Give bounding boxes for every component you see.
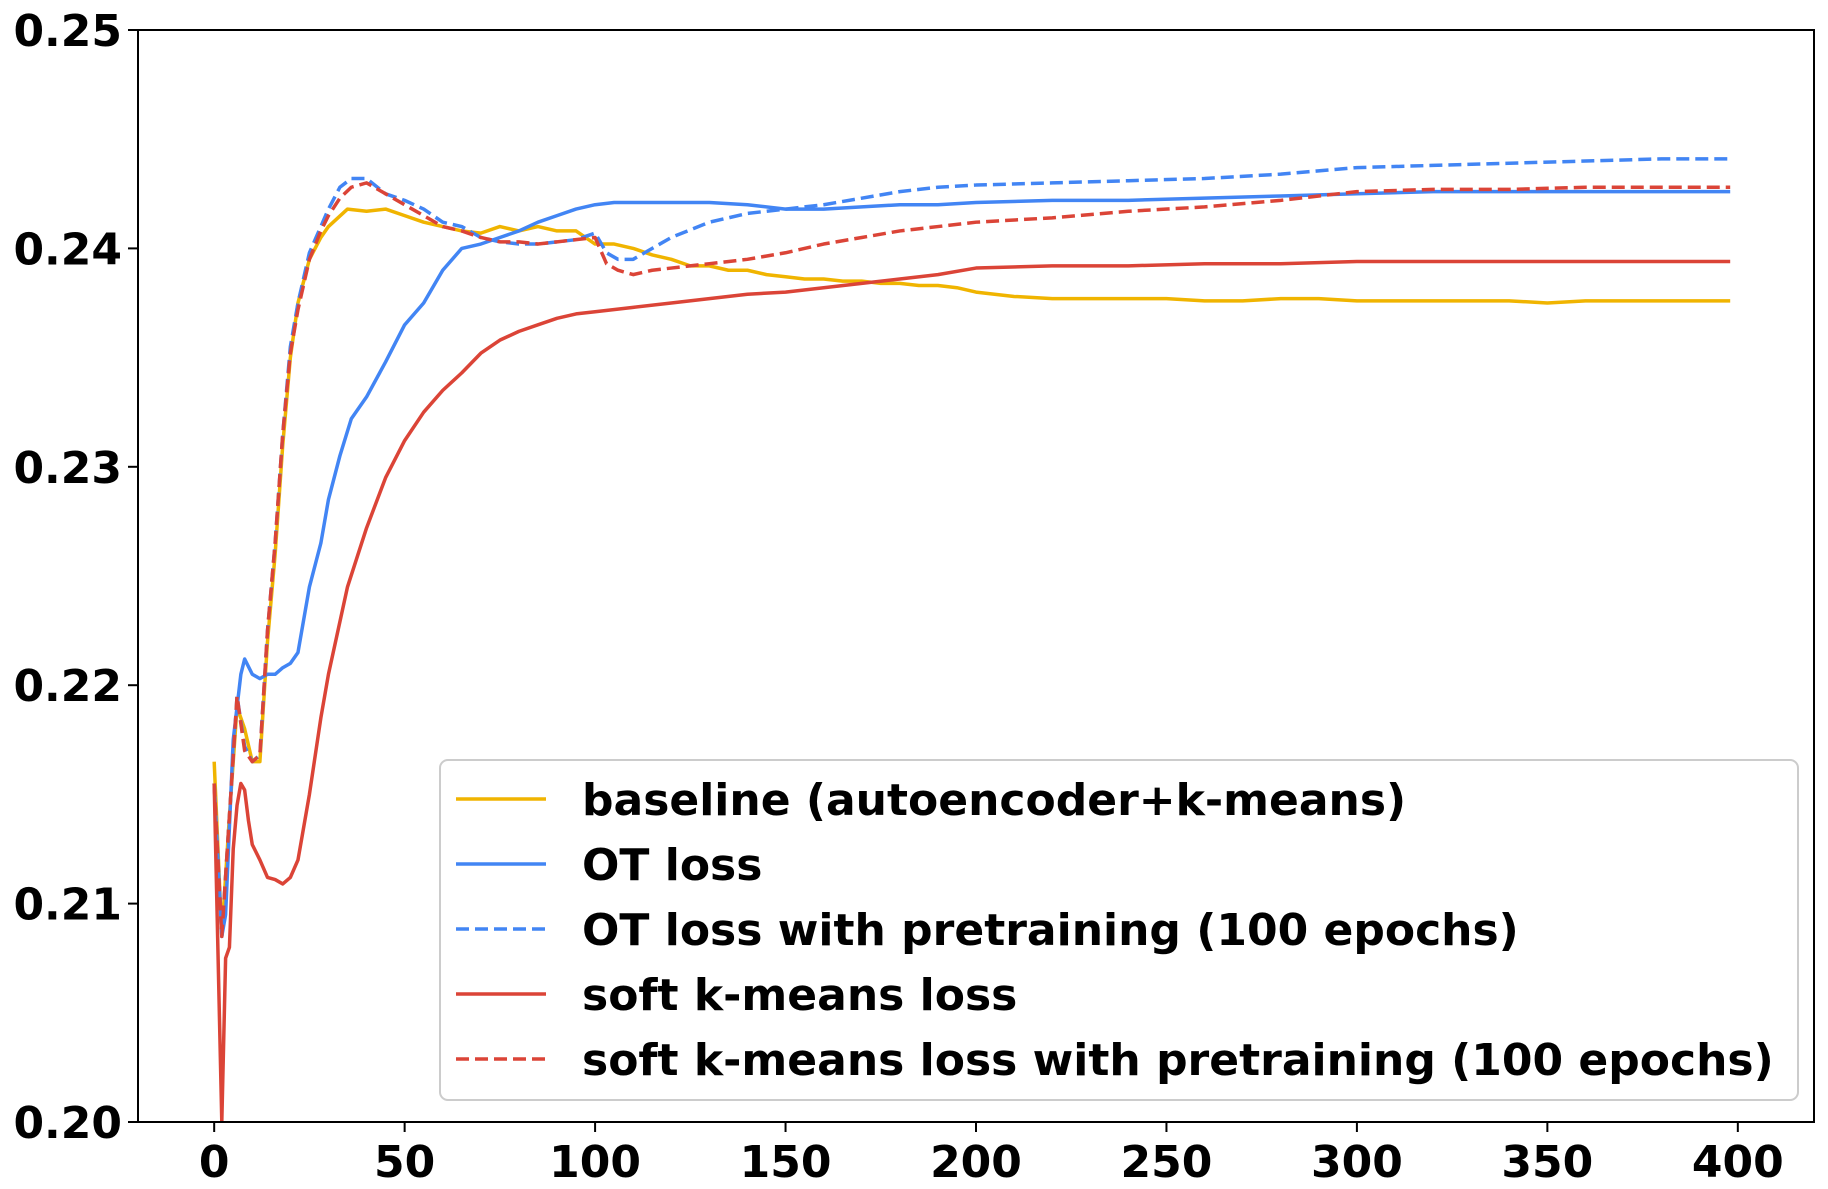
x-tick-label: 150 <box>740 1137 832 1188</box>
x-tick-label: 200 <box>930 1137 1022 1188</box>
x-tick-label: 50 <box>374 1137 435 1188</box>
x-axis: 0 50 100 150 200 250 300 350 400 <box>199 1122 1784 1188</box>
x-tick-label: 300 <box>1311 1137 1403 1188</box>
legend-label: soft k-means loss <box>582 970 1017 1021</box>
series-line-4 <box>212 259 1731 1122</box>
y-tick-label: 0.21 <box>13 880 122 931</box>
x-tick-label: 250 <box>1121 1137 1213 1188</box>
series-layer <box>212 157 1731 1122</box>
legend-label: baseline (autoencoder+k-means) <box>582 775 1406 826</box>
series-line-2 <box>212 189 1731 939</box>
y-tick-label: 0.23 <box>13 443 122 494</box>
x-tick-label: 0 <box>199 1137 230 1188</box>
legend-label: OT loss with pretraining (100 epochs) <box>582 905 1519 956</box>
legend-label: soft k-means loss with pretraining (100 … <box>582 1035 1774 1086</box>
legend: baseline (autoencoder+k-means) OT loss OT … <box>439 759 1799 1101</box>
x-tick-label: 350 <box>1501 1137 1593 1188</box>
x-tick-label: 100 <box>549 1137 641 1188</box>
legend-label: OT loss <box>582 840 762 891</box>
y-tick-label: 0.24 <box>13 224 122 275</box>
x-tick-label: 400 <box>1692 1137 1784 1188</box>
y-axis: 0.20 0.21 0.22 0.23 0.24 0.25 <box>13 6 138 1149</box>
legend-box <box>439 759 1799 1101</box>
y-tick-label: 0.22 <box>13 661 122 712</box>
y-tick-label: 0.25 <box>13 6 122 57</box>
y-tick-label: 0.20 <box>13 1098 122 1149</box>
series-line-5 <box>212 181 1731 939</box>
